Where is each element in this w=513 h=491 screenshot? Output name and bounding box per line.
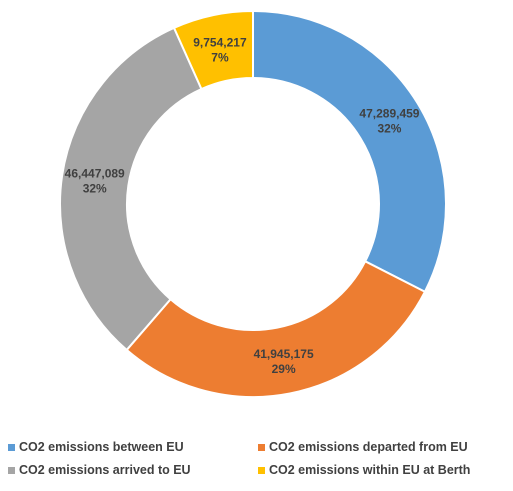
legend-swatch-arrived-to-eu — [8, 466, 15, 474]
value-label-between-eu: 47,289,459 — [359, 106, 419, 120]
slice-between-eu — [252, 9, 447, 294]
legend: CO2 emissions between EU CO2 emissions d… — [8, 440, 508, 477]
legend-label-arrived-to-eu: CO2 emissions arrived to EU — [19, 463, 191, 477]
legend-swatch-departed-from-eu — [258, 443, 265, 451]
percent-label-within-eu-at-berth: 7% — [211, 50, 229, 64]
legend-label-departed-from-eu: CO2 emissions departed from EU — [269, 440, 468, 454]
percent-label-between-eu: 32% — [377, 121, 401, 135]
percent-label-departed-from-eu: 29% — [272, 362, 296, 376]
slice-arrived-to-eu — [59, 26, 203, 352]
slice-within-eu-at-berth — [172, 9, 254, 91]
slice-departed-from-eu — [125, 259, 427, 398]
legend-label-within-eu-at-berth: CO2 emissions within EU at Berth — [269, 463, 471, 477]
legend-item-departed-from-eu: CO2 emissions departed from EU — [258, 440, 508, 454]
value-label-departed-from-eu: 41,945,175 — [254, 347, 314, 361]
legend-label-between-eu: CO2 emissions between EU — [19, 440, 184, 454]
legend-item-arrived-to-eu: CO2 emissions arrived to EU — [8, 463, 258, 477]
value-label-arrived-to-eu: 46,447,089 — [65, 167, 125, 181]
legend-swatch-within-eu-at-berth — [258, 466, 265, 474]
legend-swatch-between-eu — [8, 443, 15, 451]
percent-label-arrived-to-eu: 32% — [83, 182, 107, 196]
legend-item-within-eu-at-berth: CO2 emissions within EU at Berth — [258, 463, 508, 477]
donut-chart: 47,289,45932%41,945,17529%46,447,08932%9… — [59, 9, 447, 398]
value-label-within-eu-at-berth: 9,754,217 — [193, 35, 247, 49]
legend-item-between-eu: CO2 emissions between EU — [8, 440, 258, 454]
